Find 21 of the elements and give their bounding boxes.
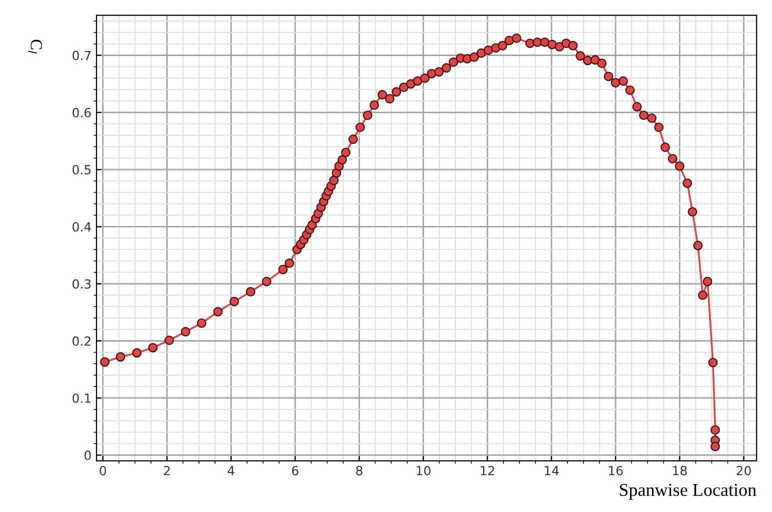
y-axis-title: C$_{l}$: [28, 40, 42, 54]
x-tick-label: 14: [544, 466, 559, 476]
x-tick-label: 4: [228, 466, 234, 476]
x-tick-label: 18: [673, 466, 687, 476]
x-tick-label: 16: [608, 466, 623, 476]
y-tick-label: 0.6: [72, 108, 91, 118]
y-tick-label: 0.4: [72, 222, 91, 232]
x-tick-label: 0: [100, 466, 106, 476]
y-tick-label: 0: [84, 450, 91, 460]
x-tick-label: 20: [736, 466, 751, 476]
y-tick-label: 0.7: [72, 50, 91, 60]
x-tick-label: 12: [480, 466, 494, 476]
y-tick-label: 0.3: [72, 279, 91, 289]
x-tick-label: 10: [416, 466, 430, 476]
y-tick-label: 0.5: [72, 165, 91, 174]
y-tick-label: 0.2: [72, 336, 90, 346]
x-tick-label: 8: [356, 466, 362, 476]
y-tick-label: 0.1: [72, 393, 90, 403]
x-tick-label: 2: [164, 466, 170, 476]
x-axis-title: Spanwise Location: [620, 484, 756, 500]
x-tick-label: 6: [292, 466, 298, 476]
